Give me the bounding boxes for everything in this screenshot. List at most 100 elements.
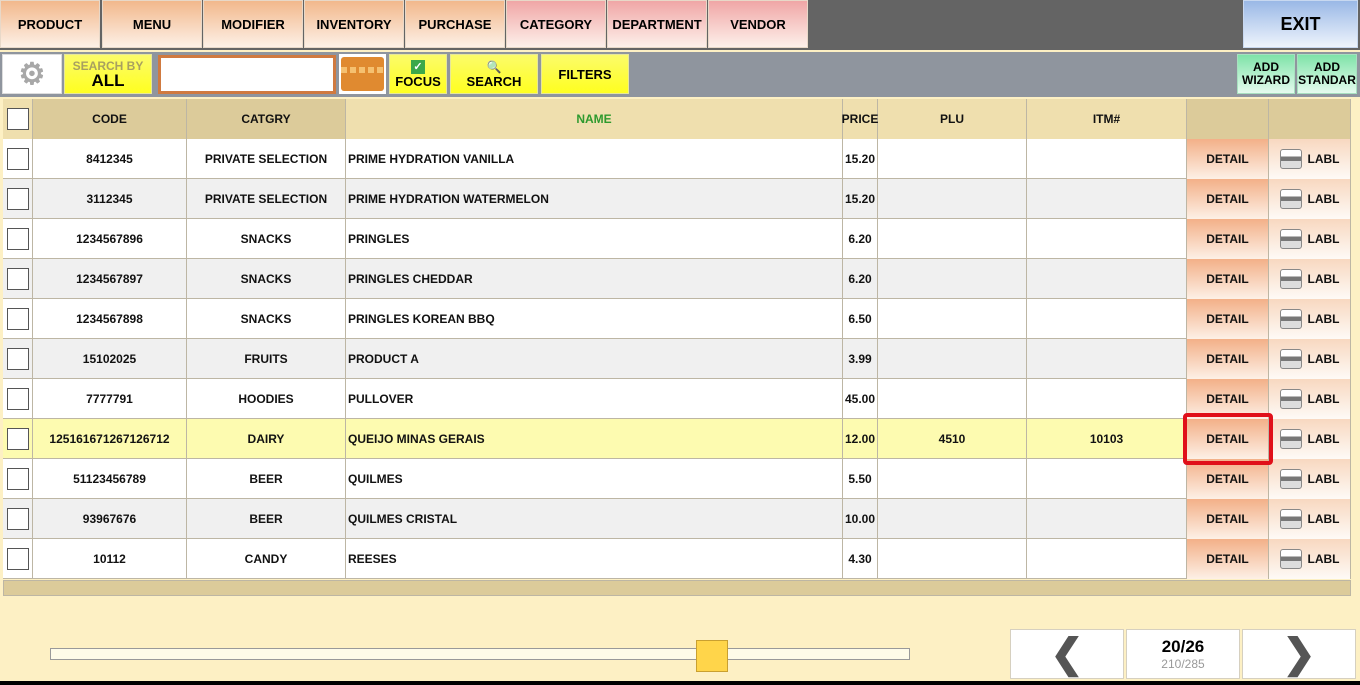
column-header-code[interactable]: CODE bbox=[33, 99, 187, 139]
name-cell: QUILMES CRISTAL bbox=[346, 499, 843, 539]
search-button[interactable]: 🔍 SEARCH bbox=[450, 54, 538, 94]
printer-icon bbox=[1279, 269, 1302, 289]
column-header-name[interactable]: NAME bbox=[346, 99, 843, 139]
label-button[interactable]: LABL bbox=[1269, 419, 1351, 459]
label-button[interactable]: LABL bbox=[1269, 179, 1351, 219]
next-page-button[interactable]: ❯ bbox=[1242, 629, 1356, 679]
nav-tab-inventory[interactable]: INVENTORY bbox=[304, 0, 404, 48]
label-button[interactable]: LABL bbox=[1269, 499, 1351, 539]
search-input[interactable] bbox=[158, 55, 336, 94]
select-all-checkbox[interactable] bbox=[6, 108, 29, 130]
code-cell: 51123456789 bbox=[33, 459, 187, 499]
row-checkbox[interactable] bbox=[6, 148, 29, 170]
label-button[interactable]: LABL bbox=[1269, 459, 1351, 499]
detail-button[interactable]: DETAIL bbox=[1187, 139, 1269, 179]
detail-button[interactable]: DETAIL bbox=[1187, 299, 1269, 339]
detail-button[interactable]: DETAIL bbox=[1187, 339, 1269, 379]
row-checkbox[interactable] bbox=[6, 228, 29, 250]
page-slider-thumb[interactable] bbox=[696, 640, 729, 672]
table-row[interactable]: 1234567897 SNACKS PRINGLES CHEDDAR 6.20 DETA… bbox=[3, 259, 1351, 299]
row-checkbox[interactable] bbox=[6, 548, 29, 570]
table-row[interactable]: 1234567896 SNACKS PRINGLES 6.20 DETAIL LABL bbox=[3, 219, 1351, 259]
price-cell: 12.00 bbox=[843, 419, 878, 459]
table-row[interactable]: 1234567898 SNACKS PRINGLES KOREAN BBQ 6.50 D… bbox=[3, 299, 1351, 339]
item-number-cell bbox=[1027, 459, 1187, 499]
label-button[interactable]: LABL bbox=[1269, 539, 1351, 579]
detail-button[interactable]: DETAIL bbox=[1187, 539, 1269, 579]
row-checkbox[interactable] bbox=[6, 468, 29, 490]
prev-page-button[interactable]: ❮ bbox=[1010, 629, 1124, 679]
item-number-cell bbox=[1027, 259, 1187, 299]
label-text: LABL bbox=[1307, 192, 1340, 206]
code-cell: 7777791 bbox=[33, 379, 187, 419]
detail-button[interactable]: DETAIL bbox=[1187, 379, 1269, 419]
printer-icon bbox=[1279, 429, 1302, 449]
table-row[interactable]: 51123456789 BEER QUILMES 5.50 DETAIL LABL bbox=[3, 459, 1351, 499]
label-button[interactable]: LABL bbox=[1269, 339, 1351, 379]
table-row[interactable]: 8412345 PRIVATE SELECTION PRIME HYDRATION … bbox=[3, 139, 1351, 179]
table-row[interactable]: 3112345 PRIVATE SELECTION PRIME HYDRATION … bbox=[3, 179, 1351, 219]
label-text: LABL bbox=[1307, 352, 1340, 366]
nav-tab-category[interactable]: CATEGORY bbox=[506, 0, 606, 48]
label-button[interactable]: LABL bbox=[1269, 299, 1351, 339]
focus-button[interactable]: ✓ FOCUS bbox=[389, 54, 447, 94]
detail-button[interactable]: DETAIL bbox=[1187, 259, 1269, 299]
label-text: LABL bbox=[1307, 432, 1340, 446]
row-checkbox[interactable] bbox=[6, 508, 29, 530]
row-checkbox[interactable] bbox=[6, 268, 29, 290]
label-button[interactable]: LABL bbox=[1269, 259, 1351, 299]
column-header-label[interactable] bbox=[1269, 99, 1351, 139]
page-slider[interactable] bbox=[50, 648, 910, 660]
label-button[interactable]: LABL bbox=[1269, 139, 1351, 179]
filters-label: FILTERS bbox=[558, 66, 612, 82]
settings-button[interactable]: ⚙ bbox=[2, 54, 62, 94]
table-row[interactable]: 93967676 BEER QUILMES CRISTAL 10.00 DETAIL LA… bbox=[3, 499, 1351, 539]
label-button[interactable]: LABL bbox=[1269, 379, 1351, 419]
nav-tab-vendor[interactable]: VENDOR bbox=[708, 0, 808, 48]
code-cell: 93967676 bbox=[33, 499, 187, 539]
label-text: LABL bbox=[1307, 552, 1340, 566]
exit-button[interactable]: EXIT bbox=[1243, 0, 1358, 48]
table-row[interactable]: 7777791 HOODIES PULLOVER 45.00 DETAIL LABL bbox=[3, 379, 1351, 419]
column-header-category[interactable]: CATGRY bbox=[187, 99, 346, 139]
table-row[interactable]: 125161671267126712 DAIRY QUEIJO MINAS GERA… bbox=[3, 419, 1351, 459]
row-checkbox[interactable] bbox=[6, 348, 29, 370]
printer-icon bbox=[1279, 349, 1302, 369]
detail-button[interactable]: DETAIL bbox=[1187, 499, 1269, 539]
add-standard-line2: STANDAR bbox=[1298, 73, 1356, 87]
label-button[interactable]: LABL bbox=[1269, 219, 1351, 259]
column-header-price[interactable]: PRICE bbox=[842, 99, 878, 139]
printer-icon bbox=[1279, 509, 1302, 529]
row-checkbox[interactable] bbox=[6, 308, 29, 330]
row-checkbox[interactable] bbox=[6, 188, 29, 210]
chevron-left-icon: ❮ bbox=[1050, 632, 1084, 676]
row-checkbox[interactable] bbox=[6, 428, 29, 450]
nav-tab-modifier[interactable]: MODIFIER bbox=[203, 0, 303, 48]
filters-button[interactable]: FILTERS bbox=[541, 54, 629, 94]
nav-tab-product[interactable]: PRODUCT bbox=[0, 0, 100, 48]
search-label: SEARCH bbox=[466, 73, 522, 89]
row-checkbox[interactable] bbox=[6, 388, 29, 410]
column-header-item-number[interactable]: ITM# bbox=[1027, 99, 1187, 139]
search-by-button[interactable]: SEARCH BY ALL bbox=[64, 54, 152, 94]
keyboard-button[interactable] bbox=[339, 54, 386, 94]
search-by-label: SEARCH BY bbox=[72, 59, 144, 73]
code-cell: 1234567896 bbox=[33, 219, 187, 259]
nav-tab-department[interactable]: DEPARTMENT bbox=[607, 0, 707, 48]
checkbox-cell bbox=[3, 379, 33, 419]
detail-button[interactable]: DETAIL bbox=[1187, 459, 1269, 499]
detail-button[interactable]: DETAIL bbox=[1187, 419, 1269, 459]
detail-button[interactable]: DETAIL bbox=[1187, 219, 1269, 259]
table-row[interactable]: 15102025 FRUITS PRODUCT A 3.99 DETAIL LABL bbox=[3, 339, 1351, 379]
column-header-detail[interactable] bbox=[1187, 99, 1269, 139]
column-header-plu[interactable]: PLU bbox=[878, 99, 1027, 139]
checkbox-cell bbox=[3, 299, 33, 339]
nav-tab-menu[interactable]: MENU bbox=[102, 0, 202, 48]
table-row[interactable]: 10112 CANDY REESES 4.30 DETAIL LABL bbox=[3, 539, 1351, 579]
nav-tab-purchase[interactable]: PURCHASE bbox=[405, 0, 505, 48]
add-wizard-button[interactable]: ADD WIZARD bbox=[1237, 54, 1295, 94]
price-cell: 4.30 bbox=[843, 539, 878, 579]
category-cell: BEER bbox=[187, 499, 346, 539]
add-standard-button[interactable]: ADD STANDAR bbox=[1297, 54, 1357, 94]
detail-button[interactable]: DETAIL bbox=[1187, 179, 1269, 219]
